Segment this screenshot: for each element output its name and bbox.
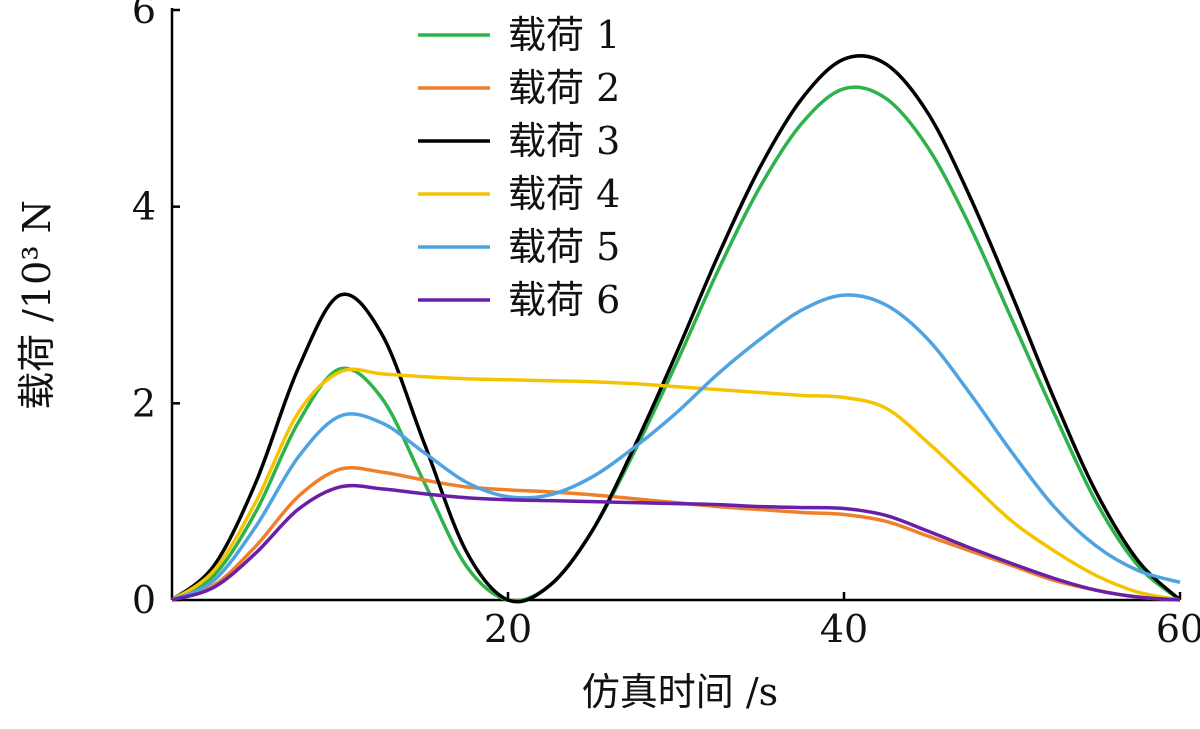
y-tick-label: 2 bbox=[132, 381, 156, 425]
legend-label: 载荷 2 bbox=[508, 66, 620, 110]
series-line bbox=[171, 483, 1181, 602]
legend-label: 载荷 5 bbox=[508, 225, 620, 269]
legend-label: 载荷 4 bbox=[508, 172, 620, 216]
legend-label: 载荷 1 bbox=[508, 13, 620, 57]
y-axis-label: 载荷 /10³ N bbox=[15, 200, 59, 410]
series-line bbox=[170, 54, 1182, 604]
x-tick-label: 20 bbox=[484, 607, 532, 651]
y-tick-label: 0 bbox=[132, 578, 156, 622]
x-tick-label: 40 bbox=[820, 607, 868, 651]
x-tick-label: 60 bbox=[1156, 607, 1200, 651]
y-tick-label: 4 bbox=[132, 185, 156, 229]
series-line bbox=[171, 293, 1181, 602]
y-tick-label: 6 bbox=[132, 0, 156, 32]
legend-label: 载荷 3 bbox=[508, 119, 620, 163]
x-axis-label: 仿真时间 /s bbox=[582, 670, 778, 714]
series-line bbox=[171, 85, 1182, 603]
series-line bbox=[170, 367, 1181, 602]
legend-label: 载荷 6 bbox=[508, 278, 620, 322]
